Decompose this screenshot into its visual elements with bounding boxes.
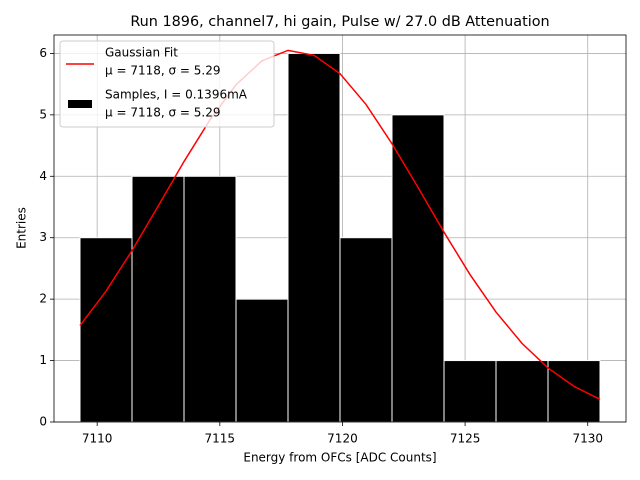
x-tick-label: 7115 bbox=[205, 432, 236, 446]
x-tick-label: 7130 bbox=[572, 432, 603, 446]
legend-label: Gaussian Fit bbox=[105, 46, 178, 60]
bar bbox=[287, 52, 341, 423]
y-tick-label: 3 bbox=[39, 230, 47, 244]
legend-swatch bbox=[68, 100, 92, 108]
x-tick-label: 7110 bbox=[82, 432, 113, 446]
legend-stats: μ = 7118, σ = 5.29 bbox=[105, 64, 221, 78]
y-tick-label: 2 bbox=[39, 292, 47, 306]
chart-title: Run 1896, channel7, hi gain, Pulse w/ 27… bbox=[130, 14, 549, 30]
bar bbox=[79, 237, 133, 423]
y-tick-label: 5 bbox=[39, 107, 47, 121]
y-tick-label: 4 bbox=[39, 169, 47, 183]
legend-stats: μ = 7118, σ = 5.29 bbox=[105, 106, 221, 120]
bar bbox=[131, 175, 185, 423]
bar bbox=[391, 114, 445, 423]
bar bbox=[495, 360, 549, 423]
y-tick-label: 6 bbox=[39, 46, 47, 60]
legend-box bbox=[59, 40, 275, 128]
legend-label: Samples, I = 0.1396mA bbox=[105, 88, 248, 102]
bar bbox=[339, 237, 393, 423]
axes-frame bbox=[53, 34, 627, 423]
bar bbox=[443, 360, 497, 423]
bar bbox=[183, 175, 237, 423]
y-axis-label: Entries bbox=[15, 207, 29, 249]
y-tick-label: 1 bbox=[39, 353, 47, 367]
y-tick-label: 0 bbox=[39, 415, 47, 429]
x-axis-label: Energy from OFCs [ADC Counts] bbox=[243, 451, 436, 465]
bar bbox=[547, 360, 601, 423]
x-tick-label: 7120 bbox=[327, 432, 358, 446]
bar bbox=[235, 298, 289, 423]
x-tick-label: 7125 bbox=[450, 432, 481, 446]
fit-line bbox=[79, 49, 601, 400]
